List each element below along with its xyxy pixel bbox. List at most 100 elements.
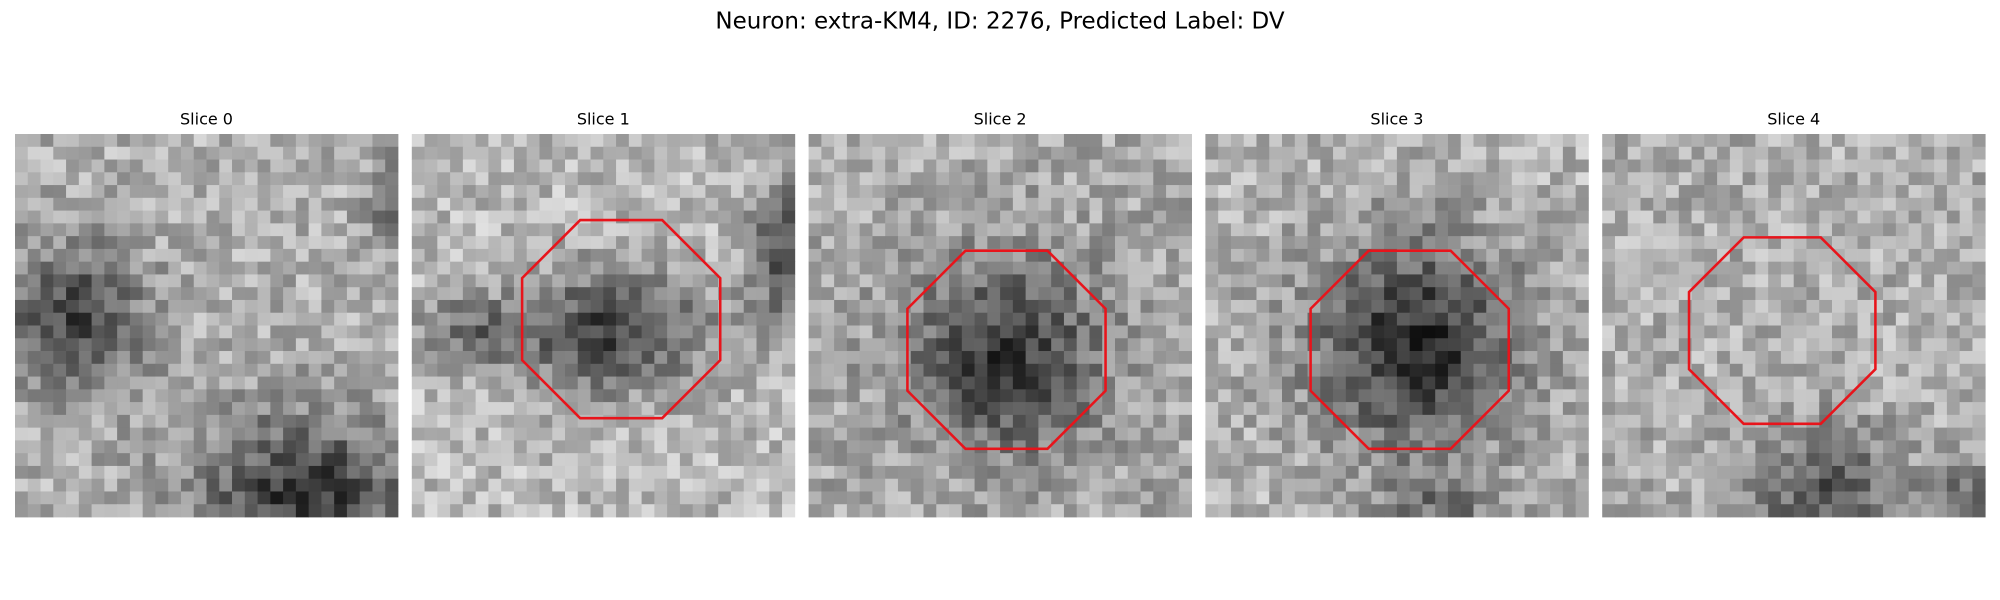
pixel bbox=[411, 465, 425, 480]
pixel bbox=[1780, 299, 1795, 314]
pixel bbox=[1793, 274, 1807, 288]
pixel bbox=[385, 478, 399, 492]
pixel bbox=[1562, 248, 1577, 263]
pixel bbox=[1000, 134, 1014, 148]
pixel bbox=[808, 299, 822, 314]
pixel bbox=[168, 236, 182, 250]
pixel bbox=[1230, 274, 1245, 288]
pixel bbox=[603, 504, 617, 518]
pixel bbox=[155, 453, 169, 467]
pixel bbox=[1230, 172, 1245, 186]
pixel bbox=[846, 351, 861, 365]
pixel bbox=[359, 236, 373, 250]
pixel bbox=[641, 299, 655, 314]
pixel bbox=[1755, 274, 1769, 288]
pixel bbox=[462, 172, 477, 186]
pixel bbox=[936, 453, 950, 467]
pixel bbox=[1921, 172, 1935, 186]
pixel bbox=[834, 185, 848, 199]
pixel bbox=[1653, 261, 1667, 275]
pixel bbox=[206, 325, 220, 339]
pixel bbox=[526, 389, 540, 403]
pixel bbox=[1524, 312, 1538, 326]
pixel bbox=[949, 376, 963, 390]
pixel bbox=[1666, 440, 1680, 454]
pixel bbox=[1959, 338, 1973, 352]
pixel bbox=[321, 414, 335, 429]
pixel bbox=[1602, 210, 1616, 224]
pixel bbox=[808, 453, 822, 467]
pixel bbox=[1127, 389, 1141, 403]
pixel bbox=[1256, 414, 1270, 429]
pixel bbox=[769, 236, 783, 250]
pixel bbox=[1089, 351, 1103, 365]
pixel bbox=[1921, 223, 1935, 237]
pixel bbox=[1153, 210, 1167, 224]
pixel bbox=[565, 427, 579, 441]
pixel bbox=[1832, 402, 1846, 416]
pixel bbox=[1025, 351, 1039, 365]
pixel bbox=[1511, 363, 1525, 377]
pixel bbox=[590, 478, 604, 492]
pixel bbox=[1269, 261, 1283, 275]
pixel bbox=[1435, 338, 1449, 352]
pixel bbox=[1550, 274, 1564, 288]
pixel bbox=[1473, 210, 1487, 224]
pixel bbox=[1447, 261, 1462, 275]
pixel bbox=[769, 453, 783, 467]
pixel bbox=[1333, 338, 1347, 352]
pixel bbox=[1218, 440, 1232, 454]
pixel bbox=[949, 427, 963, 441]
pixel bbox=[1870, 427, 1884, 441]
pixel bbox=[961, 504, 975, 518]
pixel bbox=[1076, 159, 1090, 173]
pixel bbox=[1384, 197, 1398, 211]
pixel bbox=[1294, 427, 1308, 441]
pixel bbox=[1806, 146, 1820, 160]
pixel bbox=[1691, 312, 1705, 326]
pixel bbox=[692, 427, 706, 441]
pixel bbox=[475, 185, 489, 199]
pixel bbox=[1076, 197, 1090, 211]
pixel bbox=[1946, 414, 1961, 429]
pixel bbox=[142, 287, 156, 301]
pixel bbox=[923, 389, 937, 403]
pixel bbox=[782, 197, 796, 211]
pixel bbox=[897, 172, 912, 186]
pixel bbox=[974, 402, 988, 416]
pixel bbox=[1153, 363, 1167, 377]
pixel bbox=[692, 197, 706, 211]
pixel bbox=[308, 453, 322, 467]
pixel bbox=[283, 351, 297, 365]
pixel bbox=[1282, 440, 1296, 454]
pixel bbox=[372, 299, 386, 314]
pixel bbox=[1473, 299, 1487, 314]
pixel bbox=[1653, 351, 1667, 365]
pixel bbox=[270, 210, 284, 224]
pixel bbox=[1473, 325, 1487, 339]
pixel bbox=[501, 478, 515, 492]
pixel bbox=[257, 376, 271, 390]
pixel bbox=[1076, 338, 1090, 352]
pixel bbox=[1793, 185, 1807, 199]
pixel bbox=[78, 134, 92, 148]
pixel bbox=[654, 402, 668, 416]
pixel bbox=[1832, 363, 1846, 377]
pixel bbox=[1460, 248, 1474, 263]
pixel bbox=[1511, 146, 1525, 160]
pixel bbox=[603, 197, 617, 211]
pixel bbox=[385, 261, 399, 275]
pixel bbox=[1269, 414, 1283, 429]
pixel bbox=[1575, 299, 1589, 314]
pixel bbox=[1102, 325, 1116, 339]
pixel bbox=[769, 185, 783, 199]
pixel bbox=[1153, 414, 1167, 429]
pixel bbox=[846, 478, 861, 492]
pixel bbox=[859, 440, 873, 454]
pixel bbox=[1384, 287, 1398, 301]
pixel bbox=[1140, 440, 1154, 454]
pixel bbox=[1614, 351, 1629, 365]
pixel bbox=[346, 491, 361, 505]
pixel bbox=[603, 338, 617, 352]
pixel bbox=[1921, 402, 1935, 416]
